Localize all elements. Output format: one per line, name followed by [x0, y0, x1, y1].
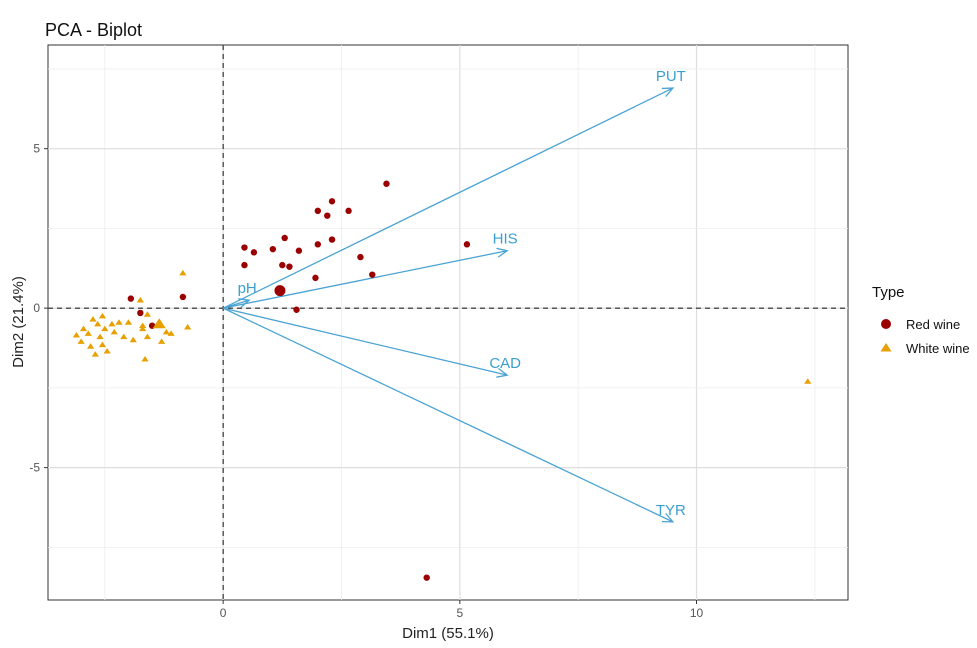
centroid-red-wine	[274, 285, 286, 297]
data-point-white-wine	[136, 296, 144, 303]
data-point-red-wine	[314, 207, 322, 215]
arrow-label-his: HIS	[493, 231, 518, 248]
arrowhead-ph	[238, 298, 251, 308]
data-point-white-wine	[98, 312, 107, 319]
data-point-red-wine	[127, 295, 135, 302]
data-point-white-wine	[101, 325, 109, 332]
data-point-white-wine	[124, 319, 133, 325]
data-point-red-wine	[279, 261, 286, 269]
x-tick-label: 10	[690, 606, 704, 620]
arrow-his	[223, 250, 508, 309]
data-point-red-wine	[293, 306, 300, 313]
variable-arrows: PUT HIS pH CAD TYR	[222, 68, 686, 523]
data-point-white-wine	[143, 311, 152, 317]
data-point-red-wine	[328, 236, 336, 243]
data-point-white-wine	[103, 347, 111, 354]
data-point-white-wine	[184, 324, 192, 330]
grid-lines	[48, 45, 848, 600]
data-point-white-wine	[141, 355, 149, 362]
centroid-white-wine	[152, 318, 166, 329]
data-point-white-wine	[120, 333, 128, 340]
legend-label-white-wine: White wine	[906, 341, 970, 356]
x-tick-label: 0	[220, 606, 227, 620]
data-point-red-wine	[369, 271, 376, 278]
data-point-white-wine	[89, 316, 97, 322]
data-point-red-wine	[423, 574, 430, 581]
data-point-white-wine	[98, 341, 107, 348]
data-point-red-wine	[295, 247, 303, 254]
arrow-cad	[222, 307, 508, 376]
data-point-red-wine	[241, 244, 248, 251]
arrow-put	[222, 87, 674, 309]
data-point-white-wine	[87, 343, 95, 349]
data-point-red-wine	[269, 245, 277, 253]
x-axis-title: Dim1 (55.1%)	[402, 625, 494, 642]
data-point-white-wine	[179, 269, 187, 276]
data-point-white-wine	[77, 338, 85, 344]
data-point-white-wine	[139, 322, 147, 328]
y-tick-label: 0	[33, 301, 40, 315]
axis-ticks: 0 5 10 -5 0 5	[29, 142, 703, 620]
arrow-label-tyr: TYR	[656, 502, 686, 519]
data-point-white-wine	[158, 338, 166, 344]
data-point-red-wine	[328, 198, 336, 205]
data-point-red-wine	[179, 293, 187, 301]
data-point-red-wine	[241, 261, 248, 269]
arrow-label-cad: CAD	[489, 355, 521, 372]
data-point-red-wine	[357, 253, 364, 261]
data-point-white-wine	[139, 325, 147, 332]
legend-key-red-wine	[881, 319, 891, 329]
chart-title: PCA - Biplot	[45, 20, 142, 40]
legend-key-white-wine	[880, 343, 892, 352]
data-point-red-wine	[250, 249, 258, 256]
data-point-white-wine	[72, 332, 81, 338]
data-point-red-wine	[345, 207, 352, 215]
arrow-label-put: PUT	[656, 68, 686, 85]
arrowhead-his	[496, 247, 509, 258]
data-point-white-wine	[129, 336, 137, 343]
data-points	[72, 180, 892, 581]
data-point-white-wine	[162, 328, 170, 335]
data-point-red-wine	[286, 263, 293, 270]
data-point-red-wine	[137, 309, 144, 317]
arrow-ph	[222, 299, 250, 309]
legend: Type Red wine White wine	[872, 284, 970, 356]
arrowhead-tyr	[661, 513, 675, 523]
data-point-white-wine	[79, 325, 88, 332]
data-point-red-wine	[314, 241, 322, 248]
data-point-red-wine	[463, 241, 471, 248]
y-tick-label: -5	[29, 461, 40, 475]
arrowhead-cad	[496, 367, 509, 378]
data-point-white-wine	[110, 328, 118, 335]
data-point-white-wine	[108, 320, 116, 327]
arrow-label-ph: pH	[238, 280, 257, 297]
data-point-white-wine	[96, 333, 104, 340]
legend-title: Type	[872, 284, 905, 301]
legend-label-red-wine: Red wine	[906, 317, 960, 332]
reference-lines	[48, 45, 848, 600]
data-point-white-wine	[804, 378, 812, 384]
data-point-red-wine	[324, 212, 331, 219]
data-point-white-wine	[84, 330, 92, 336]
data-point-white-wine	[115, 319, 123, 325]
data-point-white-wine	[167, 330, 175, 336]
arrowhead-put	[661, 87, 675, 97]
data-point-red-wine	[383, 180, 390, 187]
data-point-red-wine	[312, 274, 319, 282]
data-point-red-wine	[281, 234, 288, 242]
data-point-white-wine	[143, 333, 152, 340]
y-axis-title: Dim2 (21.4%)	[10, 276, 27, 368]
y-tick-label: 5	[33, 142, 40, 156]
arrow-tyr	[222, 307, 674, 523]
plot-panel	[47, 44, 849, 601]
data-point-white-wine	[94, 320, 102, 327]
x-tick-label: 5	[456, 606, 463, 620]
data-point-white-wine	[91, 351, 99, 357]
